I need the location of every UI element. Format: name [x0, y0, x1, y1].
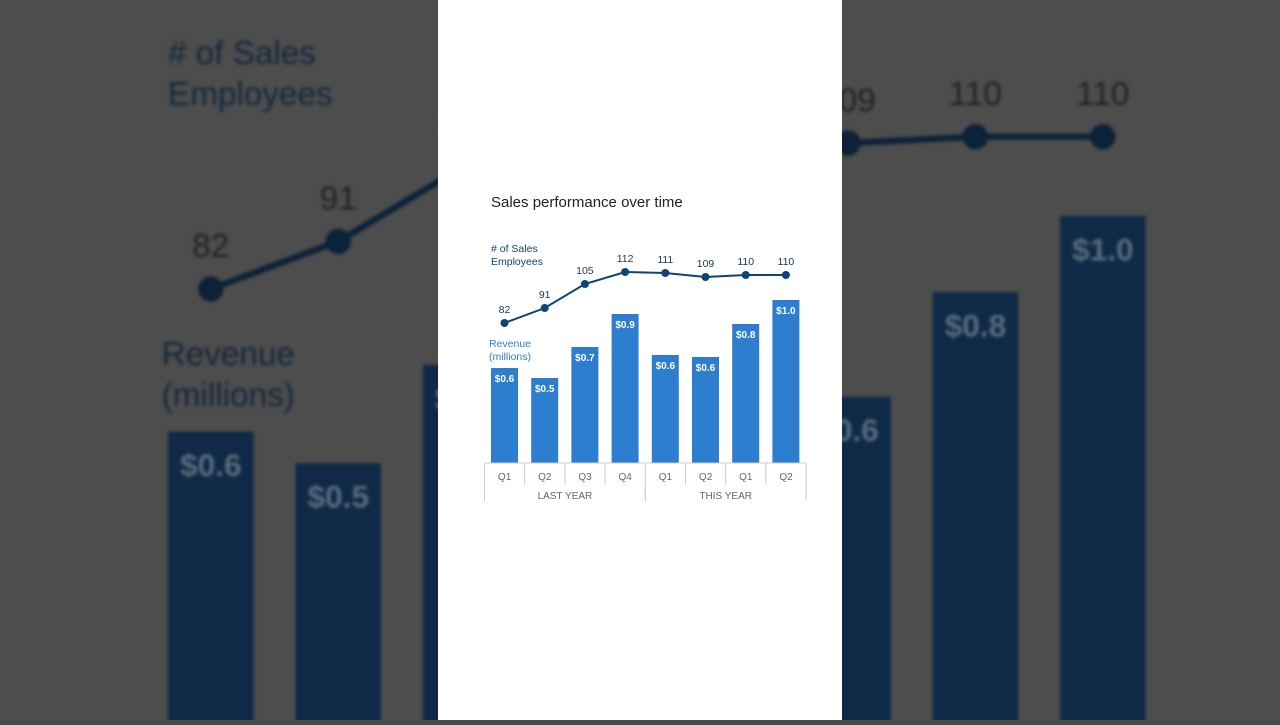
employees-point-label: 110 [949, 76, 1002, 113]
employees-point [500, 319, 509, 327]
employees-point [540, 304, 549, 312]
employees-point-label: 110 [737, 256, 754, 268]
employees-point [661, 269, 670, 277]
employees-point [701, 273, 710, 281]
employees-series-label: Employees [168, 76, 333, 113]
revenue-bar-label: $0.6 [656, 361, 676, 372]
employees-series-label: # of Sales [491, 243, 538, 255]
revenue-series-label: (millions) [489, 351, 531, 363]
revenue-bar [295, 463, 382, 720]
employees-point-label: 91 [539, 289, 551, 301]
x-tick-label: Q1 [739, 472, 753, 483]
revenue-series-label: Revenue [489, 338, 531, 350]
revenue-bar-label: $0.5 [535, 384, 555, 395]
employees-point [962, 124, 989, 150]
revenue-bar [168, 431, 254, 720]
revenue-bar-label: $0.9 [615, 320, 635, 331]
employees-point-label: 105 [576, 265, 594, 277]
revenue-bar-label: $0.7 [575, 353, 595, 364]
group-label: LAST YEAR [538, 491, 593, 502]
employees-point-label: 82 [192, 228, 229, 265]
revenue-bar [932, 292, 1019, 720]
chart-title: Sales performance over time [491, 194, 683, 211]
employees-point [741, 271, 750, 279]
employees-point-label: 111 [657, 254, 673, 266]
employees-point [1090, 124, 1116, 150]
revenue-bar [772, 300, 800, 463]
chart-container: Sales performance over time $0.6 $0.5 $0.7… [438, 0, 842, 720]
revenue-bar-label: $0.6 [696, 363, 716, 374]
employees-point [325, 228, 351, 255]
revenue-bar-label: $0.6 [180, 447, 242, 483]
revenue-bar [692, 357, 719, 463]
revenue-series-label: Revenue [162, 336, 295, 373]
revenue-bar [491, 368, 518, 463]
employees-point-label: 109 [697, 258, 715, 270]
x-tick-label: Q2 [538, 472, 552, 483]
employees-point [781, 271, 790, 279]
employees-point [198, 276, 224, 302]
revenue-series-label: (millions) [162, 377, 295, 414]
revenue-bar [651, 355, 679, 463]
employees-point-label: 110 [778, 256, 795, 268]
employees-point-label: 91 [320, 181, 357, 218]
revenue-bar [732, 324, 760, 463]
employees-point-label: 82 [499, 304, 511, 316]
group-label: THIS YEAR [699, 491, 752, 502]
x-tick-label: Q3 [578, 472, 592, 483]
revenue-bar [1060, 216, 1146, 720]
x-tick-label: Q2 [779, 472, 793, 483]
revenue-bar-label: $1.0 [1072, 231, 1134, 267]
employees-point-label: 110 [1076, 76, 1129, 113]
revenue-bar-label: $1.0 [776, 306, 796, 317]
employees-point-label: 112 [617, 253, 634, 265]
x-tick-label: Q1 [659, 472, 673, 483]
revenue-bar-label: $0.8 [945, 307, 1007, 343]
revenue-bar-label: $0.8 [736, 330, 756, 341]
revenue-bar-label: $0.6 [495, 374, 515, 385]
employees-point [580, 280, 589, 288]
employees-series-label: Employees [491, 256, 543, 268]
revenue-bar-label: $0.5 [307, 479, 369, 515]
x-tick-label: Q2 [699, 472, 713, 483]
x-tick-label: Q1 [498, 472, 512, 483]
revenue-bar [611, 314, 639, 463]
employees-point [621, 268, 630, 276]
employees-series-label: # of Sales [168, 35, 316, 72]
employees-line [504, 270, 786, 324]
chart-svg: $0.6 $0.5 $0.7 $0.9 $0.6 $0.6 $0.8 $1.0 Q1 Q2 Q3 Q4… [484, 243, 807, 502]
revenue-bar [571, 347, 599, 463]
x-tick-label: Q4 [619, 472, 633, 483]
revenue-bar [531, 378, 559, 463]
